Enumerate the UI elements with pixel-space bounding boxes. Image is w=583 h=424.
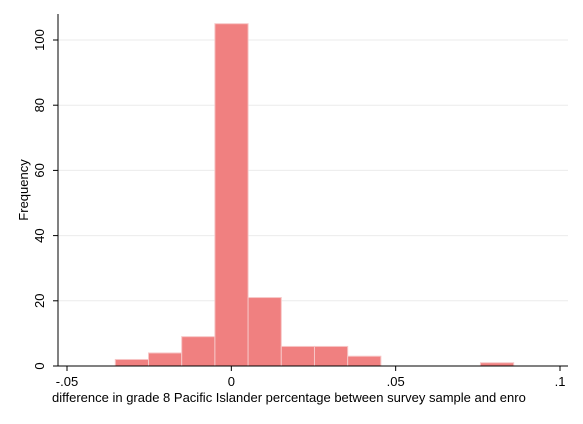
histogram-bar-4 [247, 297, 282, 367]
gridlines [58, 39, 568, 302]
y-tick-label-0: 0 [32, 362, 47, 369]
y-tick-label-80: 80 [32, 98, 47, 112]
y-axis-title: Frequency [16, 159, 31, 221]
y-tick-label-100: 100 [32, 29, 47, 51]
x-tick-label-.1: .1 [555, 374, 566, 389]
histogram-bar-2 [181, 336, 216, 367]
bars [114, 23, 515, 367]
y-tick-label-20: 20 [32, 294, 47, 308]
histogram-bar-6 [313, 345, 349, 367]
x-tick-label-0: 0 [228, 374, 235, 389]
histogram-bar-7 [347, 355, 382, 367]
histogram-bar-1 [148, 352, 183, 367]
histogram-bar-5 [280, 345, 315, 367]
ticks: 0 20 40 60 80 100 -.05 0 .05 .1 [32, 29, 565, 389]
x-tick-label--.05: -.05 [56, 374, 78, 389]
histogram-bar-3 [214, 23, 249, 367]
y-tick-label-60: 60 [32, 163, 47, 177]
axes [57, 14, 568, 367]
x-tick-label-.05: .05 [387, 374, 405, 389]
y-tick-label-40: 40 [32, 228, 47, 242]
x-axis-title: difference in grade 8 Pacific Islander p… [52, 390, 526, 405]
histogram-bar-0 [114, 358, 150, 367]
